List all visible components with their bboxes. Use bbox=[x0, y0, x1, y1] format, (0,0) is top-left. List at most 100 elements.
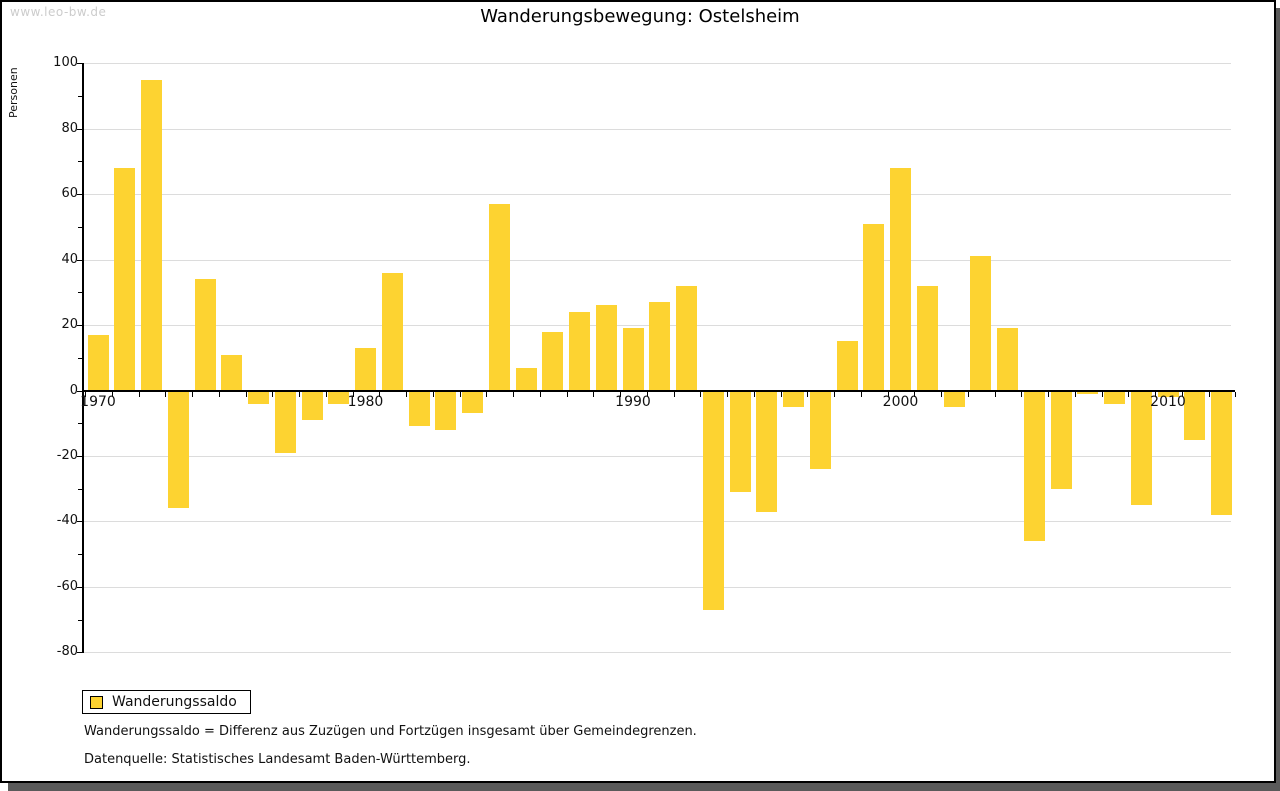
bar-1981 bbox=[381, 272, 403, 391]
x-tick-label-1990: 1990 bbox=[615, 393, 651, 410]
y-tick-label--40: -40 bbox=[56, 513, 78, 529]
x-tick bbox=[325, 391, 327, 397]
plot-area: -80 -60 -40 -20 0 20 40 60 80 100 1970 1980 1990 2000… bbox=[53, 55, 1237, 659]
x-tick bbox=[272, 391, 274, 397]
bar-2008 bbox=[1104, 390, 1125, 404]
chart-title: Wanderungsbewegung: Ostelsheim bbox=[480, 6, 800, 27]
x-tick bbox=[1128, 391, 1130, 397]
bar-2011 bbox=[1184, 390, 1206, 440]
bar-2001 bbox=[916, 285, 938, 391]
y-tick-label-100: 100 bbox=[53, 55, 78, 71]
x-tick bbox=[673, 391, 675, 397]
x-tick bbox=[1074, 391, 1076, 397]
y-tick bbox=[77, 325, 82, 327]
x-tick bbox=[994, 391, 996, 397]
x-tick bbox=[967, 391, 969, 397]
x-tick bbox=[192, 391, 193, 397]
legend-box: Wanderungssaldo bbox=[82, 690, 251, 714]
drop-shadow-right bbox=[1276, 8, 1280, 791]
y-tick bbox=[78, 357, 82, 359]
x-tick bbox=[1101, 391, 1103, 397]
bar-1992 bbox=[676, 285, 697, 391]
bar-1974 bbox=[194, 279, 216, 391]
bar-1971 bbox=[114, 167, 136, 391]
y-tick-label-20: 20 bbox=[61, 317, 78, 333]
x-tick bbox=[700, 391, 702, 397]
bar-1978 bbox=[301, 390, 323, 420]
footnote-definition: Wanderungssaldo = Differenz aus Zuzügen … bbox=[84, 724, 697, 739]
y-tick bbox=[78, 292, 82, 294]
x-tick bbox=[432, 391, 434, 397]
x-tick bbox=[941, 391, 942, 397]
bar-1986 bbox=[515, 367, 537, 391]
bar-2004 bbox=[997, 328, 1018, 391]
y-tick bbox=[77, 390, 82, 392]
y-tick bbox=[78, 161, 82, 163]
legend-label: Wanderungssaldo bbox=[112, 694, 237, 710]
y-tick bbox=[77, 63, 82, 65]
bar-1991 bbox=[649, 302, 671, 391]
gridline--40 bbox=[83, 521, 1231, 523]
y-tick-label-60: 60 bbox=[61, 186, 78, 202]
x-tick bbox=[834, 391, 835, 397]
x-tick bbox=[1208, 391, 1210, 397]
y-tick-label-80: 80 bbox=[61, 120, 78, 136]
x-tick bbox=[352, 391, 354, 397]
bar-1970 bbox=[87, 334, 109, 391]
bar-2006 bbox=[1050, 390, 1072, 489]
x-tick bbox=[85, 391, 86, 397]
bar-1994 bbox=[729, 390, 751, 492]
bar-1977 bbox=[274, 390, 296, 453]
bar-2002 bbox=[943, 390, 965, 407]
x-tick bbox=[620, 391, 621, 397]
legend-swatch-icon bbox=[90, 695, 103, 709]
x-tick bbox=[566, 391, 568, 397]
x-tick bbox=[887, 391, 889, 397]
x-tick bbox=[1048, 391, 1049, 397]
x-tick bbox=[218, 391, 220, 397]
y-tick bbox=[77, 586, 82, 588]
bar-1987 bbox=[542, 331, 564, 391]
x-tick-label-2010: 2010 bbox=[1150, 393, 1186, 410]
bar-1984 bbox=[462, 390, 483, 414]
gridline-60 bbox=[83, 194, 1231, 196]
y-axis-line bbox=[82, 63, 84, 653]
y-tick-label-0: 0 bbox=[69, 382, 78, 398]
bar-1973 bbox=[167, 390, 189, 509]
y-tick bbox=[78, 488, 82, 490]
y-tick bbox=[77, 194, 82, 196]
y-tick-label-40: 40 bbox=[61, 251, 78, 267]
x-tick bbox=[1235, 391, 1237, 397]
x-tick bbox=[165, 391, 167, 397]
bar-1988 bbox=[569, 311, 590, 391]
x-tick bbox=[593, 391, 595, 397]
y-tick bbox=[78, 226, 82, 228]
y-tick bbox=[77, 259, 82, 261]
bar-2000 bbox=[890, 167, 911, 391]
x-tick bbox=[1155, 391, 1156, 397]
bar-1980 bbox=[355, 347, 376, 391]
y-tick bbox=[78, 554, 82, 556]
y-tick bbox=[78, 423, 82, 425]
bar-1972 bbox=[141, 79, 162, 391]
x-tick bbox=[138, 391, 140, 397]
y-tick bbox=[77, 455, 82, 457]
bar-2010 bbox=[1157, 390, 1179, 398]
x-tick bbox=[539, 391, 541, 397]
watermark: www.leo-bw.de bbox=[10, 5, 107, 19]
bar-1975 bbox=[221, 354, 243, 391]
bar-1989 bbox=[595, 305, 617, 391]
gridline-80 bbox=[83, 128, 1231, 130]
x-tick bbox=[111, 391, 113, 397]
bar-2009 bbox=[1130, 390, 1152, 506]
x-tick bbox=[406, 391, 407, 397]
x-tick-label-1970: 1970 bbox=[80, 393, 116, 410]
gridline--80 bbox=[83, 652, 1231, 654]
bar-1996 bbox=[783, 390, 804, 407]
x-tick bbox=[513, 391, 514, 397]
x-tick bbox=[1021, 391, 1023, 397]
y-tick-label--60: -60 bbox=[56, 578, 78, 594]
bar-1976 bbox=[248, 390, 269, 404]
x-tick bbox=[486, 391, 488, 397]
